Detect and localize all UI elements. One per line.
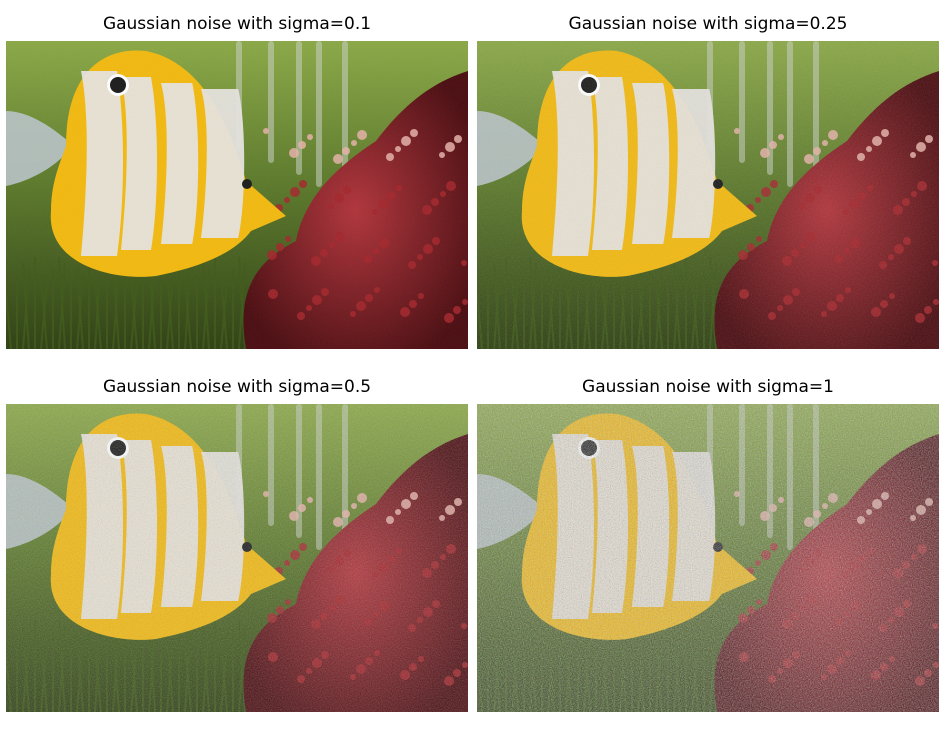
panel-sigma-1: Gaussian noise with sigma=1 [477,371,939,712]
panel-title: Gaussian noise with sigma=1 [582,377,834,397]
panel-sigma-0.5: Gaussian noise with sigma=0.5 [6,371,468,712]
fish-scene [6,404,468,712]
noisy-fish-image [6,41,468,349]
noise-overlay [6,41,468,349]
fish-scene [477,41,939,349]
fish-scene [6,41,468,349]
noisy-fish-image [477,41,939,349]
scene-group [6,41,468,349]
scene-group [6,404,468,712]
panel-title: Gaussian noise with sigma=0.25 [568,14,848,34]
panel-sigma-0.1: Gaussian noise with sigma=0.1 [6,8,468,349]
fish-scene [477,404,939,712]
panel-title: Gaussian noise with sigma=0.5 [102,377,372,397]
noise-overlay [477,404,939,712]
noisy-fish-image [477,404,939,712]
scene-group [477,404,939,712]
noise-overlay [477,41,939,349]
noisy-fish-image [6,404,468,712]
scene-group [477,41,939,349]
panel-title: Gaussian noise with sigma=0.1 [102,14,372,34]
panel-sigma-0.25: Gaussian noise with sigma=0.25 [477,8,939,349]
noise-overlay [6,404,468,712]
